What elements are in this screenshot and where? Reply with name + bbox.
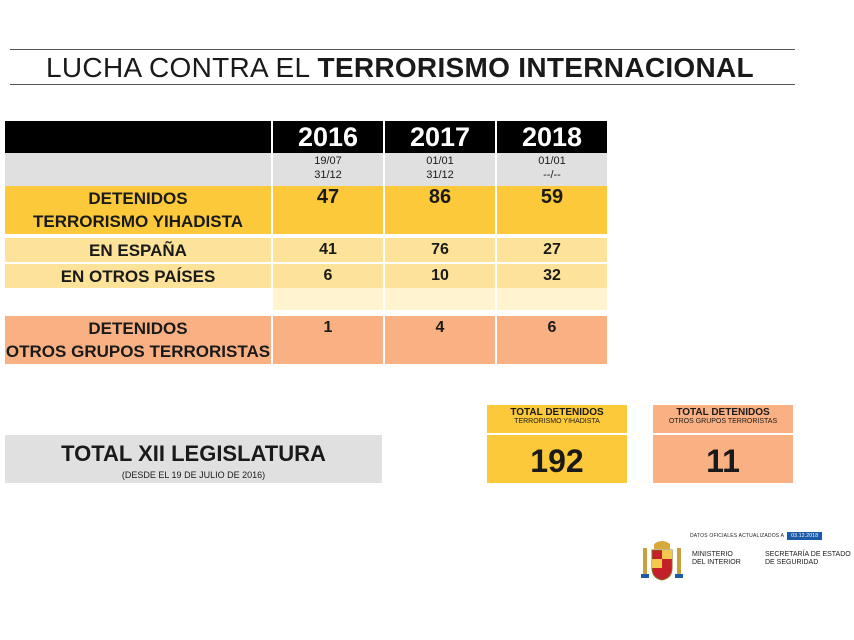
row-yihadista-label: DETENIDOS TERRORISMO YIHADISTA xyxy=(5,186,271,234)
total-otros-value: 11 xyxy=(653,435,793,483)
total-yihad-box: TOTAL DETENIDOS TERRORISMO YIHADISTA 192 xyxy=(487,405,627,483)
detenidos-table: 2016 2017 2018 19/07 31/12 01/01 31/12 01/… xyxy=(5,121,607,364)
total-otros-sublabel: OTROS GRUPOS TERRORISTAS xyxy=(668,418,778,425)
yihad-2016: 47 xyxy=(273,186,383,234)
table-header-row: 2016 2017 2018 xyxy=(5,121,607,153)
row-otros-paises: EN OTROS PAÍSES 6 10 32 xyxy=(5,264,607,288)
page-title: LUCHA CONTRA EL TERRORISMO INTERNACIONAL xyxy=(0,52,800,84)
spain-coat-of-arms-icon xyxy=(641,541,683,581)
date-range-2018: 01/01 --/-- xyxy=(497,153,607,186)
otros-paises-2017: 10 xyxy=(385,264,495,288)
otros-paises-2018: 32 xyxy=(497,264,607,288)
row-otros-paises-label: EN OTROS PAÍSES xyxy=(5,264,271,288)
yihad-2018: 59 xyxy=(497,186,607,234)
spacer-row xyxy=(5,288,607,310)
ministry-name: MINISTERIO DEL INTERIOR xyxy=(692,551,741,566)
otros-grupos-2016: 1 xyxy=(273,316,383,364)
total-yihad-value: 192 xyxy=(487,435,627,483)
legislatura-box: TOTAL XII LEGISLATURA (DESDE EL 19 DE JU… xyxy=(5,435,382,483)
footer-logo: DATOS OFICIALES ACTUALIZADOS A 03.12.2018… xyxy=(640,530,854,590)
title-rule-top xyxy=(10,49,795,50)
updated-banner: DATOS OFICIALES ACTUALIZADOS A 03.12.2018 xyxy=(690,532,823,540)
espana-2016: 41 xyxy=(273,238,383,262)
date-range-row: 19/07 31/12 01/01 31/12 01/01 --/-- xyxy=(5,153,607,186)
total-yihad-label: TOTAL DETENIDOS xyxy=(510,407,604,418)
total-yihad-sublabel: TERRORISMO YIHADISTA xyxy=(514,418,600,425)
header-blank xyxy=(5,121,271,153)
row-yihadista: DETENIDOS TERRORISMO YIHADISTA 47 86 59 xyxy=(5,186,607,234)
row-otros-grupos-label: DETENIDOS OTROS GRUPOS TERRORISTAS xyxy=(5,316,271,364)
date-range-2017: 01/01 31/12 xyxy=(385,153,495,186)
title-rule-bottom xyxy=(10,84,795,85)
secretaria-name: SECRETARÍA DE ESTADO DE SEGURIDAD xyxy=(765,551,851,566)
total-otros-label: TOTAL DETENIDOS xyxy=(676,407,770,418)
total-otros-box: TOTAL DETENIDOS OTROS GRUPOS TERRORISTAS… xyxy=(653,405,793,483)
legislatura-subtitle: (DESDE EL 19 DE JULIO DE 2016) xyxy=(121,470,266,480)
title-light: LUCHA CONTRA EL xyxy=(46,52,310,83)
year-2017: 2017 xyxy=(385,121,495,153)
row-espana-label: EN ESPAÑA xyxy=(5,238,271,262)
otros-paises-2016: 6 xyxy=(273,264,383,288)
espana-2017: 76 xyxy=(385,238,495,262)
year-2016: 2016 xyxy=(273,121,383,153)
yihad-2017: 86 xyxy=(385,186,495,234)
date-range-2016: 19/07 31/12 xyxy=(273,153,383,186)
otros-grupos-2017: 4 xyxy=(385,316,495,364)
espana-2018: 27 xyxy=(497,238,607,262)
title-bold: TERRORISMO INTERNACIONAL xyxy=(317,52,754,83)
otros-grupos-2018: 6 xyxy=(497,316,607,364)
row-espana: EN ESPAÑA 41 76 27 xyxy=(5,238,607,262)
legislatura-title: TOTAL XII LEGISLATURA xyxy=(61,441,326,466)
year-2018: 2018 xyxy=(497,121,607,153)
row-otros-grupos: DETENIDOS OTROS GRUPOS TERRORISTAS 1 4 6 xyxy=(5,316,607,364)
